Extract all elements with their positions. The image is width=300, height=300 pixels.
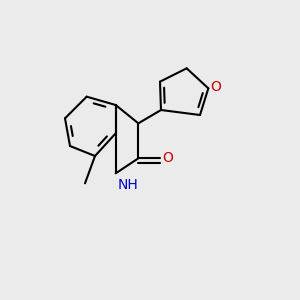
- Text: NH: NH: [117, 178, 138, 192]
- Text: O: O: [162, 151, 173, 165]
- Text: O: O: [210, 80, 221, 94]
